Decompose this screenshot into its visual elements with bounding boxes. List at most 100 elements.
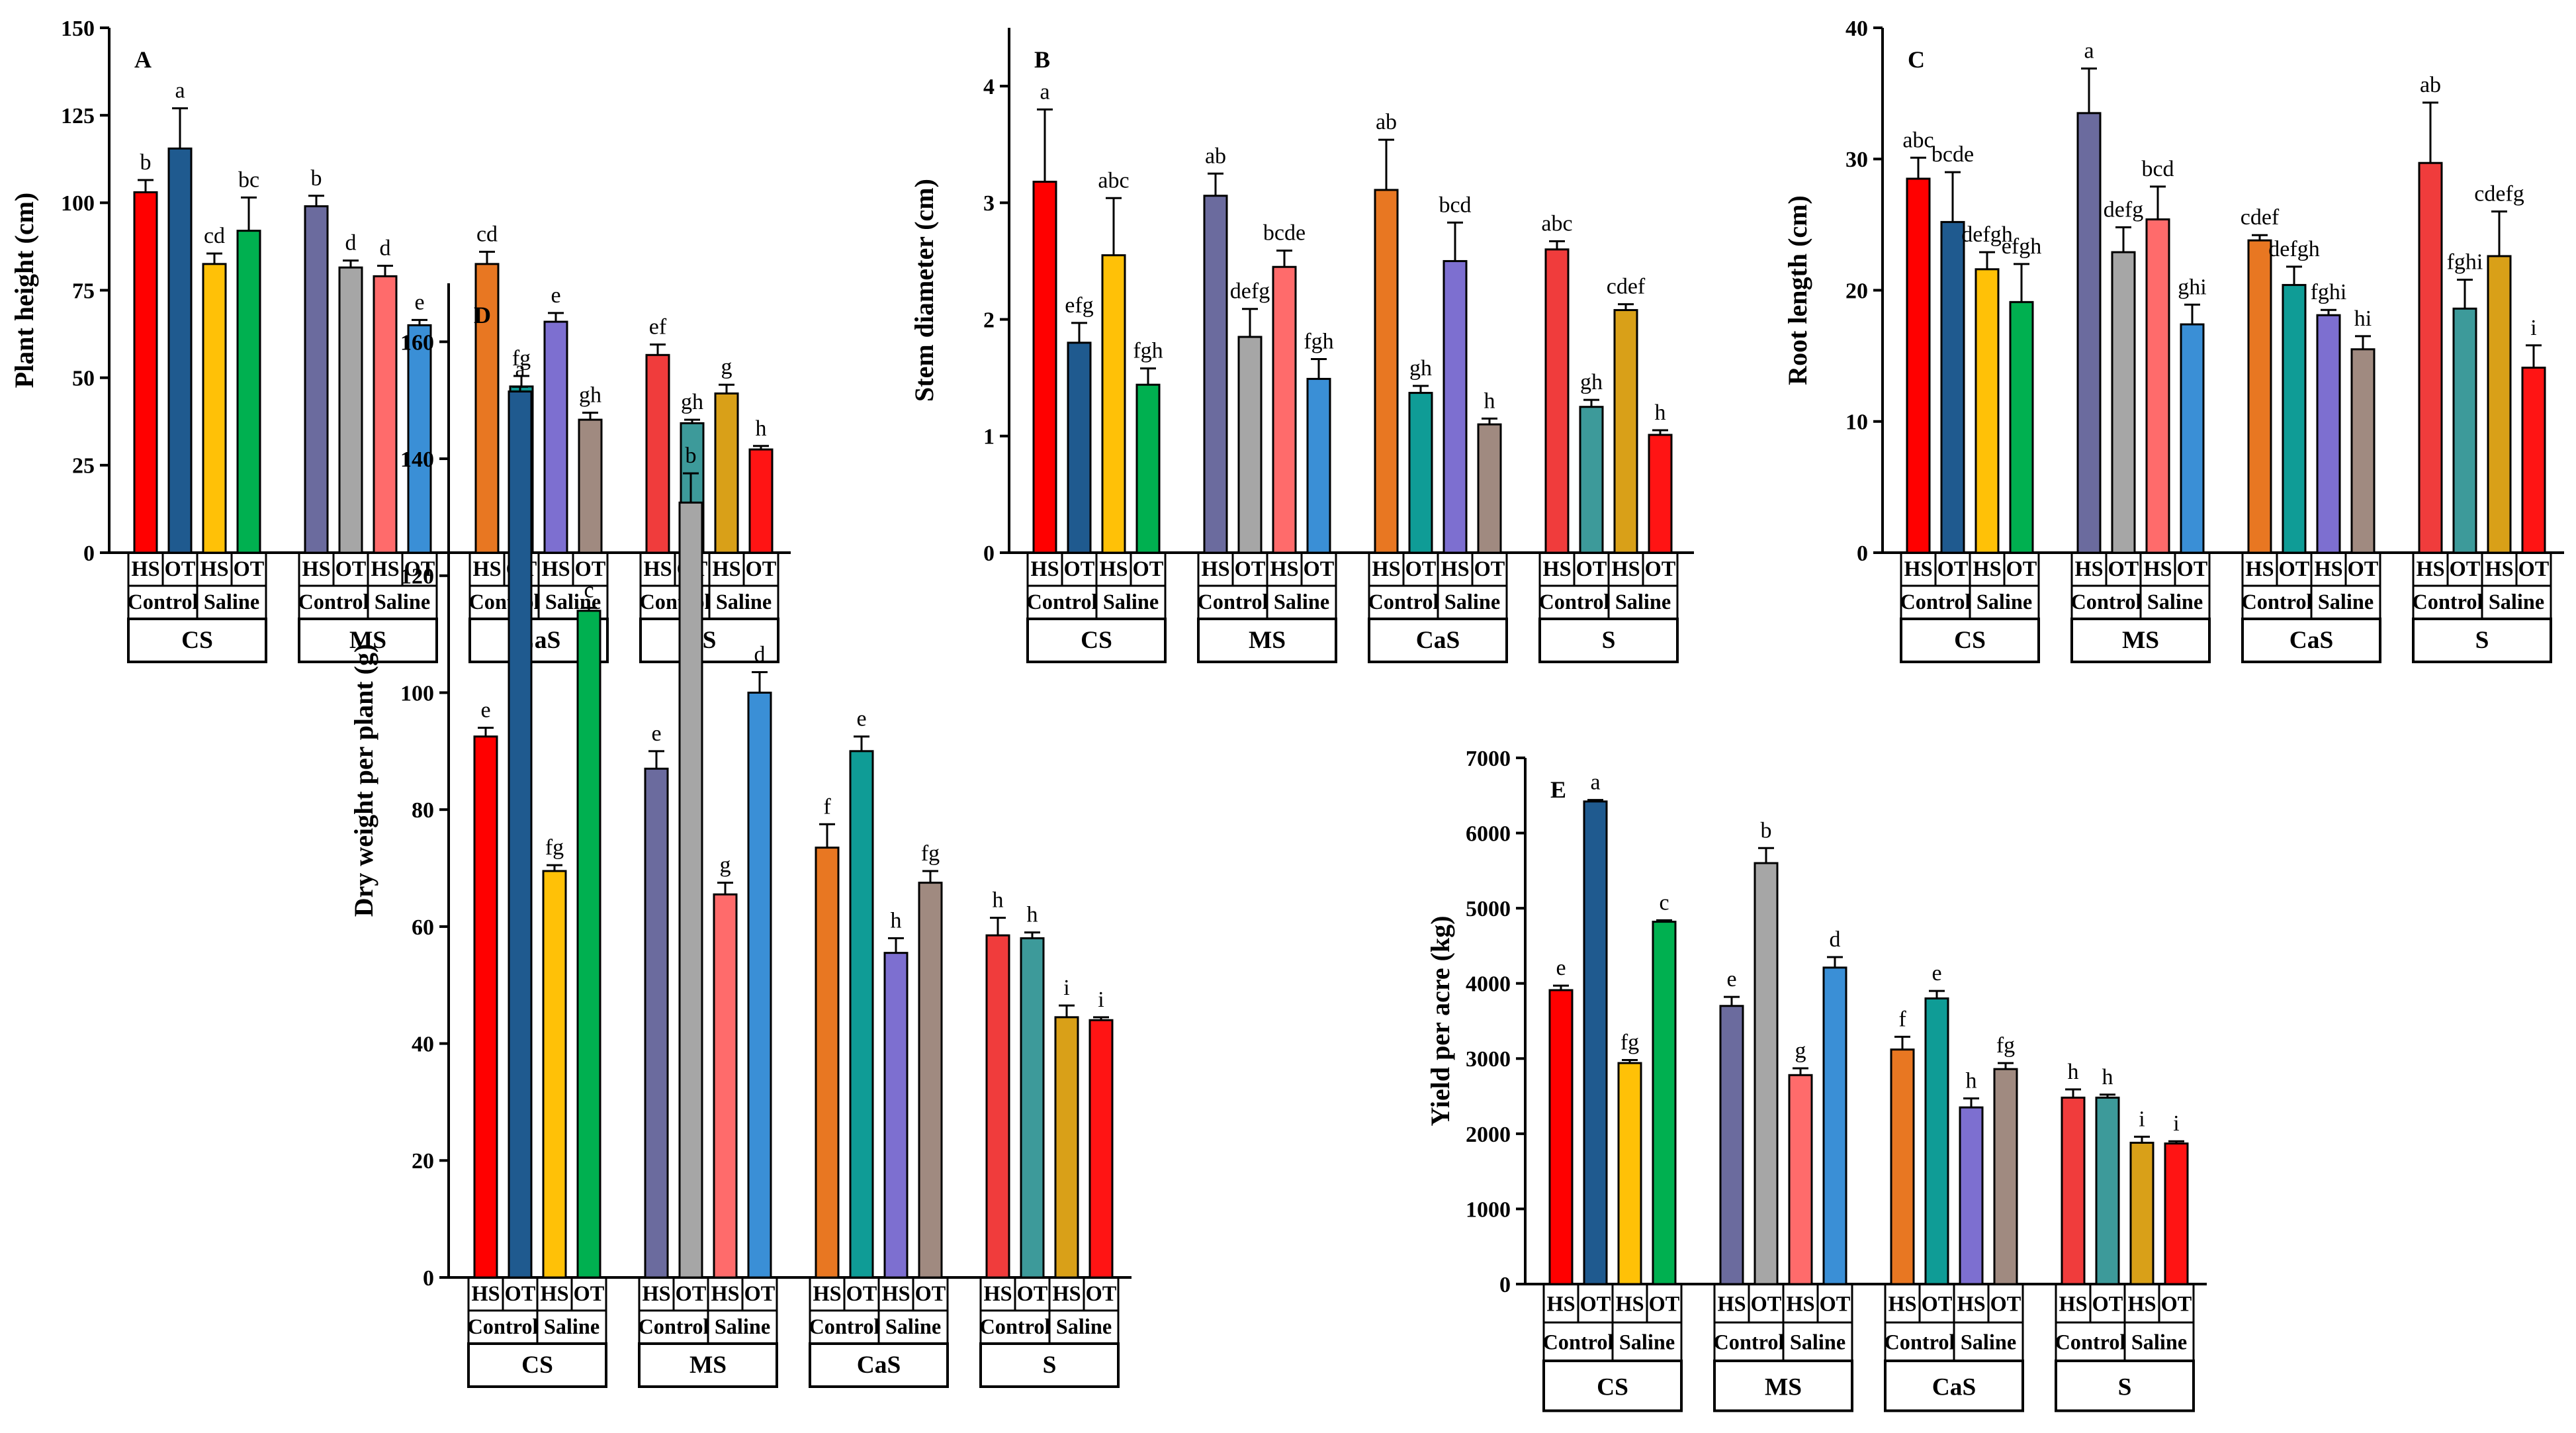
y-tick-label: 1: [983, 425, 995, 449]
treatment-label: OT: [1405, 557, 1437, 580]
condition-label: Control: [1538, 590, 1609, 614]
treatment-label: OT: [2279, 557, 2310, 580]
bar: [576, 610, 601, 1279]
significance-letter: abc: [1098, 168, 1129, 193]
soil-label: CaS: [2289, 627, 2334, 654]
y-tick-label: 160: [400, 330, 434, 355]
significance-letter: b: [140, 150, 152, 175]
treatment-label: OT: [746, 557, 777, 580]
y-tick-label: 10: [1845, 410, 1868, 435]
condition-label: Control: [2055, 1330, 2125, 1354]
condition-label: Saline: [204, 590, 259, 614]
soil-label: MS: [1249, 627, 1286, 654]
bar: [1652, 921, 1677, 1285]
significance-letter: d: [754, 643, 766, 667]
condition-label: Saline: [2489, 590, 2544, 614]
bar: [236, 230, 261, 554]
condition-label: Control: [1900, 590, 1971, 614]
significance-letter: d: [1830, 927, 1841, 952]
treatment-label: OT: [575, 557, 606, 580]
significance-letter: hi: [2354, 306, 2372, 331]
bar: [1032, 181, 1057, 554]
soil-label: CS: [181, 627, 213, 654]
soil-cell: [2241, 618, 2381, 663]
treatment-label: OT: [1922, 1292, 1953, 1316]
significance-letter: cd: [204, 224, 225, 248]
bar: [1135, 383, 1161, 554]
y-tick-label: 120: [400, 565, 434, 589]
bar: [543, 320, 568, 554]
y-tick-label: 5000: [1466, 897, 1511, 921]
panel-label: C: [1908, 46, 1925, 73]
soil-cell: [1542, 1360, 1683, 1412]
soil-label: S: [703, 627, 717, 654]
bar: [1613, 308, 1638, 554]
bar: [133, 191, 158, 554]
significance-letter: cdef: [1607, 275, 1646, 299]
soil-label: MS: [1765, 1373, 1802, 1401]
bar: [578, 418, 603, 554]
significance-letter: fgh: [1133, 339, 1163, 363]
bar: [2316, 314, 2341, 554]
condition-label: Control: [809, 1315, 879, 1338]
significance-letter: a: [1040, 79, 1049, 104]
soil-label: S: [2475, 627, 2489, 654]
significance-letter: gh: [681, 390, 703, 414]
soil-label: S: [2118, 1373, 2132, 1401]
significance-letter: efgh: [2002, 234, 2041, 259]
bar: [2061, 1096, 2086, 1285]
soil-label: CS: [1954, 627, 1986, 654]
significance-letter: bc: [238, 167, 259, 192]
panel-label: E: [1550, 776, 1566, 803]
treatment-label: OT: [1990, 1292, 2021, 1316]
bar: [748, 448, 774, 554]
significance-letter: c: [1659, 890, 1669, 915]
bar: [1579, 406, 1604, 554]
significance-letter: defgh: [1961, 222, 2012, 247]
treatment-label: HS: [1546, 1292, 1575, 1316]
condition-label: Saline: [1274, 590, 1329, 614]
y-tick-label: 60: [412, 915, 434, 940]
soil-label: S: [1602, 627, 1616, 654]
significance-letter: e: [480, 698, 490, 722]
bar: [1408, 392, 1433, 554]
significance-letter: defgh: [2268, 237, 2319, 261]
bar: [2350, 348, 2376, 554]
bar: [1617, 1062, 1642, 1285]
bar: [2145, 218, 2170, 554]
bar: [373, 275, 398, 554]
soil-cell: [638, 1342, 778, 1388]
condition-label: Saline: [545, 590, 601, 614]
significance-letter: e: [1556, 956, 1566, 980]
significance-letter: a: [1590, 770, 1600, 795]
significance-letter: i: [1098, 988, 1104, 1012]
soil-cell: [468, 618, 609, 663]
treatment-label: HS: [2059, 1292, 2087, 1316]
bar: [1477, 423, 1502, 554]
y-axis-title: Dry weight per plant (g): [349, 644, 378, 917]
significance-letter: efg: [1065, 293, 1093, 318]
significance-letter: d: [380, 236, 391, 260]
significance-letter: cd: [476, 222, 498, 246]
condition-label: Saline: [1976, 590, 2032, 614]
soil-cell: [1884, 1360, 2024, 1412]
treatment-label: OT: [1649, 1292, 1680, 1316]
treatment-label: HS: [711, 1281, 739, 1305]
treatment-label: OT: [1086, 1281, 1117, 1305]
y-tick-label: 0: [1857, 541, 1868, 566]
bar: [2095, 1096, 2120, 1285]
treatment-label: OT: [676, 1281, 707, 1305]
treatment-label: HS: [1542, 557, 1571, 580]
soil-label: S: [1043, 1352, 1057, 1379]
soil-label: MS: [689, 1352, 727, 1379]
bar: [2164, 1142, 2189, 1285]
treatment-label: HS: [371, 557, 399, 580]
soil-label: CaS: [1416, 627, 1460, 654]
significance-letter: bcde: [1263, 221, 1306, 246]
bar: [678, 501, 703, 1279]
significance-letter: abc: [1902, 128, 1933, 152]
significance-letter: gh: [1580, 370, 1603, 394]
y-axis-title: Stem diameter (cm): [909, 179, 939, 402]
treatment-label: OT: [846, 1281, 877, 1305]
